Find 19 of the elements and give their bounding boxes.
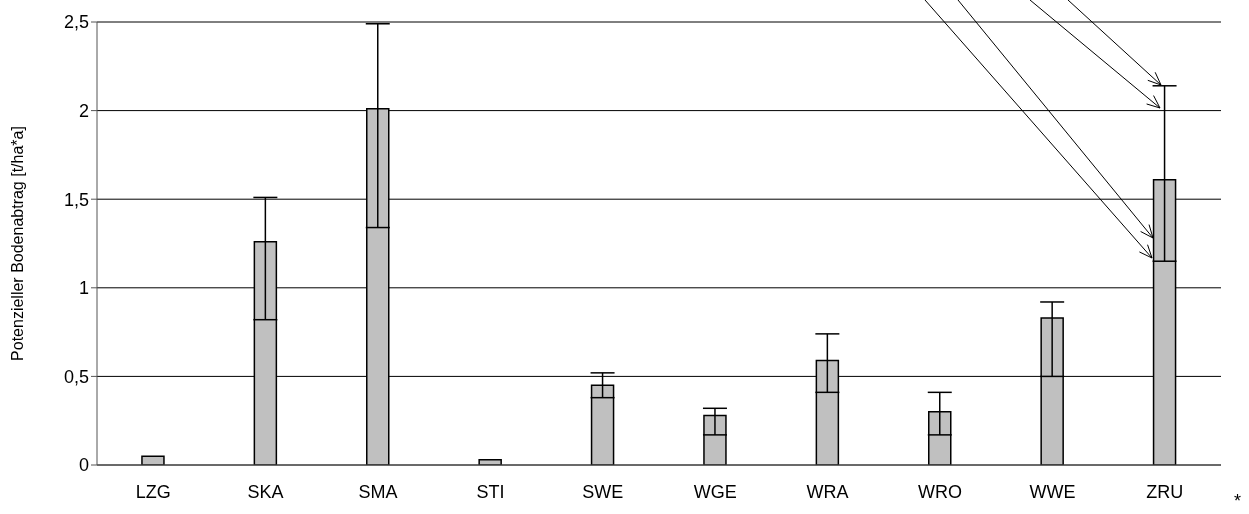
x-tick-label: LZG (135, 481, 171, 502)
x-tick-label: WRA (806, 481, 849, 502)
y-tick-label: 1 (78, 278, 89, 299)
x-tick-label: SWE (582, 481, 624, 502)
y-tick-label: 0 (78, 455, 89, 476)
text: * (1233, 491, 1241, 512)
x-tick-label: SKA (247, 481, 284, 502)
y-tick-label: 1,5 (63, 189, 89, 210)
bar (141, 455, 165, 465)
x-tick-label: ZRU (1146, 481, 1184, 502)
x-tick-label: SMA (358, 481, 398, 502)
x-tick-label: WRO (918, 481, 962, 502)
y-tick-label: 0,5 (63, 366, 89, 387)
x-tick-label: WWE (1029, 481, 1076, 502)
x-tick-label: WGE (693, 481, 737, 502)
x-tick-label: STI (476, 481, 505, 502)
y-tick-label: 2 (78, 100, 89, 121)
y-tick-label: 2,5 (63, 12, 89, 33)
y-axis-title: Potenzieller Bodenabtrag [t/ha*a] (8, 126, 26, 361)
